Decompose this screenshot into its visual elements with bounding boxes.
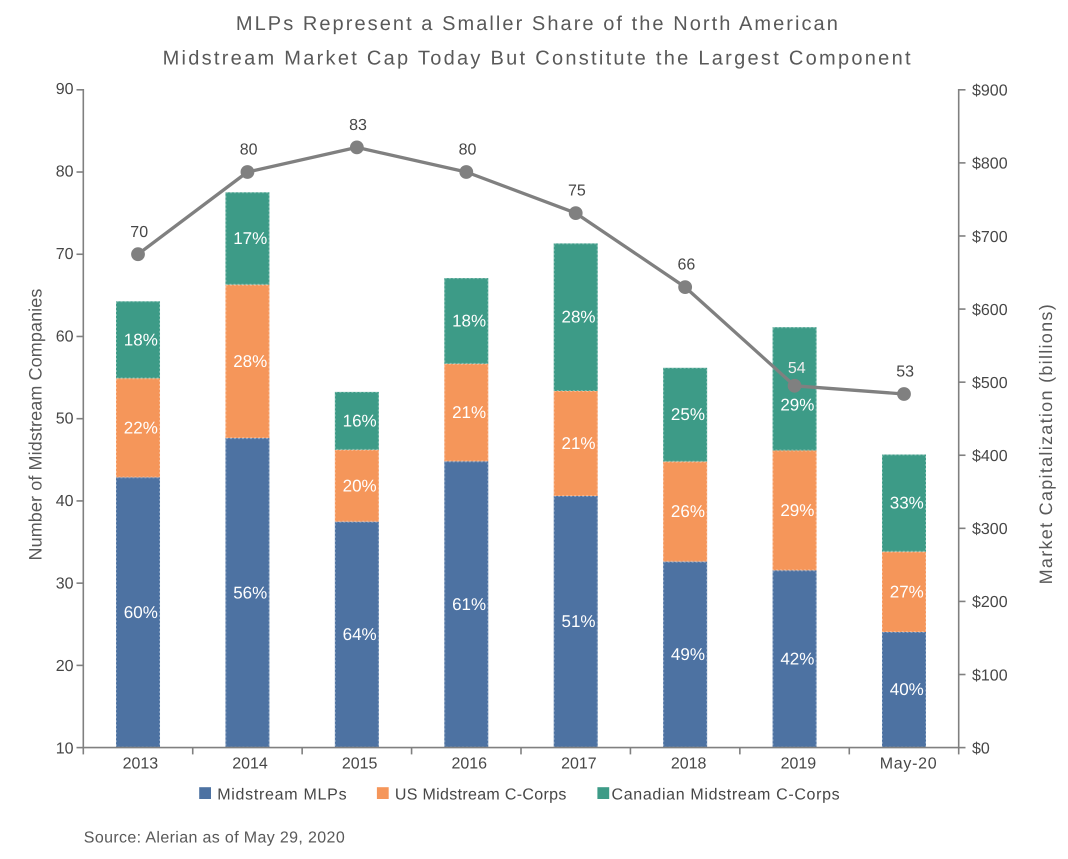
svg-text:56%: 56% <box>233 583 267 602</box>
svg-text:42%: 42% <box>780 649 814 668</box>
svg-text:20%: 20% <box>343 476 377 495</box>
svg-text:Canadian Midstream C-Corps: Canadian Midstream C-Corps <box>612 786 841 803</box>
svg-text:US Midstream C-Corps: US Midstream C-Corps <box>395 786 567 803</box>
svg-text:29%: 29% <box>780 396 814 415</box>
svg-text:2016: 2016 <box>451 756 487 773</box>
svg-text:Number of Midstream Companies: Number of Midstream Companies <box>26 289 46 561</box>
svg-text:Market Capitalization (billion: Market Capitalization (billions) <box>1036 303 1056 584</box>
svg-text:27%: 27% <box>890 582 924 601</box>
svg-text:2014: 2014 <box>232 756 268 773</box>
svg-text:$0: $0 <box>972 740 990 757</box>
svg-text:$200: $200 <box>972 594 1008 611</box>
svg-text:60: 60 <box>56 328 74 345</box>
svg-text:16%: 16% <box>343 411 377 430</box>
svg-text:70: 70 <box>130 224 148 241</box>
svg-text:83: 83 <box>349 117 367 134</box>
svg-text:18%: 18% <box>452 311 486 330</box>
svg-text:25%: 25% <box>671 405 705 424</box>
svg-text:2019: 2019 <box>781 756 817 773</box>
svg-text:MLPs Represent a Smaller Share: MLPs Represent a Smaller Share of the No… <box>236 13 840 35</box>
svg-text:30: 30 <box>56 576 74 593</box>
svg-text:21%: 21% <box>561 434 595 453</box>
svg-text:53: 53 <box>896 364 914 381</box>
svg-text:17%: 17% <box>233 229 267 248</box>
svg-text:2017: 2017 <box>561 756 597 773</box>
svg-text:18%: 18% <box>124 330 158 349</box>
svg-text:80: 80 <box>56 163 74 180</box>
svg-text:$100: $100 <box>972 667 1008 684</box>
svg-text:$800: $800 <box>972 156 1008 173</box>
svg-text:49%: 49% <box>671 645 705 664</box>
svg-text:Source: Alerian as of May 29,: Source: Alerian as of May 29, 2020 <box>84 830 345 847</box>
svg-text:$700: $700 <box>972 229 1008 246</box>
svg-text:29%: 29% <box>780 501 814 520</box>
svg-text:2018: 2018 <box>671 756 707 773</box>
svg-text:40%: 40% <box>890 680 924 699</box>
svg-text:$900: $900 <box>972 83 1008 100</box>
svg-text:Midstream Market Cap Today But: Midstream Market Cap Today But Constitut… <box>163 47 913 69</box>
svg-text:$300: $300 <box>972 521 1008 538</box>
svg-text:90: 90 <box>56 81 74 98</box>
svg-text:33%: 33% <box>890 494 924 513</box>
svg-text:$600: $600 <box>972 302 1008 319</box>
svg-text:61%: 61% <box>452 595 486 614</box>
svg-text:64%: 64% <box>343 625 377 644</box>
svg-text:51%: 51% <box>561 612 595 631</box>
svg-text:2015: 2015 <box>342 756 378 773</box>
svg-text:10: 10 <box>56 740 74 757</box>
svg-text:60%: 60% <box>124 603 158 622</box>
svg-text:22%: 22% <box>124 418 158 437</box>
svg-text:26%: 26% <box>671 502 705 521</box>
svg-text:20: 20 <box>56 658 74 675</box>
svg-text:70: 70 <box>56 246 74 263</box>
svg-text:28%: 28% <box>233 352 267 371</box>
svg-text:50: 50 <box>56 411 74 428</box>
svg-text:$500: $500 <box>972 375 1008 392</box>
svg-text:80: 80 <box>240 142 258 159</box>
svg-text:May-20: May-20 <box>880 756 938 773</box>
svg-text:66: 66 <box>677 257 695 274</box>
svg-text:2013: 2013 <box>123 756 159 773</box>
svg-text:75: 75 <box>568 183 586 200</box>
svg-text:80: 80 <box>459 142 477 159</box>
svg-text:21%: 21% <box>452 403 486 422</box>
svg-text:54: 54 <box>788 360 806 377</box>
svg-text:$400: $400 <box>972 448 1008 465</box>
svg-text:40: 40 <box>56 493 74 510</box>
svg-text:28%: 28% <box>561 308 595 327</box>
svg-text:Midstream MLPs: Midstream MLPs <box>217 786 347 803</box>
